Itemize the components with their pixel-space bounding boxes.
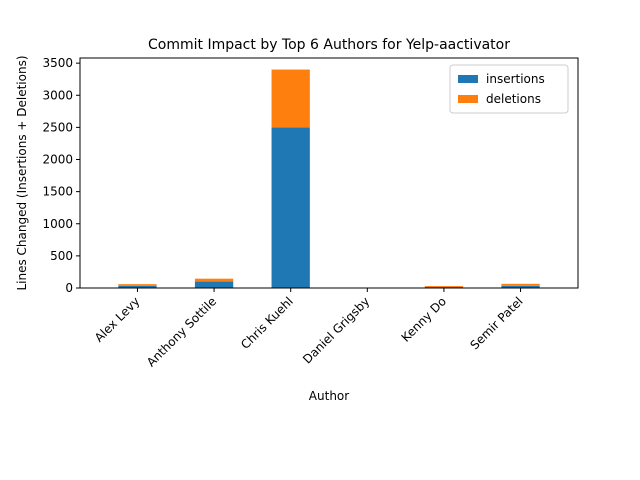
x-tick-label-1: Anthony Sottile [144,294,219,369]
bars [118,69,540,288]
bar-deletions-5 [501,283,540,286]
y-axis: 0 500 1000 1500 2000 2500 3000 3500 [42,56,80,295]
chart-title: Commit Impact by Top 6 Authors for Yelp-… [148,37,510,53]
x-tick-label-0: Alex Levy [92,294,143,345]
y-tick-label-5: 2500 [42,120,73,134]
bar-deletions-1 [194,278,234,282]
bar-deletions-0 [118,284,157,286]
legend-label-deletions: deletions [486,92,541,106]
x-tick-label-2: Chris Kuehl [238,294,296,352]
plot-frame [79,57,579,289]
legend-swatch-insertions [458,75,478,83]
y-tick-label-3: 1500 [42,185,73,199]
x-tick-label-5: Semir Patel [468,294,526,352]
bar-deletions-2 [271,69,310,128]
bar-insertions-1 [194,281,234,288]
bar-insertions-0 [118,285,157,288]
x-axis-label: Author [309,389,349,403]
y-tick-label-2: 1000 [42,217,73,231]
y-tick-label-1: 500 [50,249,73,263]
legend: insertions deletions [449,64,569,114]
x-axis: Alex Levy Anthony Sottile Chris Kuehl Danie… [92,288,526,369]
bar-insertions-2 [271,127,310,288]
legend-swatch-deletions [458,95,478,103]
bar-insertions-5 [501,285,540,288]
x-tick-label-3: Daniel Grigsby [300,294,372,366]
y-tick-label-7: 3500 [42,56,73,70]
y-tick-label-6: 3000 [42,88,73,102]
legend-frame [449,64,569,114]
x-tick-label-4: Kenny Do [399,294,449,344]
y-tick-label-4: 2000 [42,153,73,167]
y-tick-label-0: 0 [65,281,73,295]
y-axis-label: Lines Changed (Insertions + Deletions) [15,55,29,290]
bar-deletions-4 [424,286,464,288]
legend-label-insertions: insertions [486,72,545,86]
